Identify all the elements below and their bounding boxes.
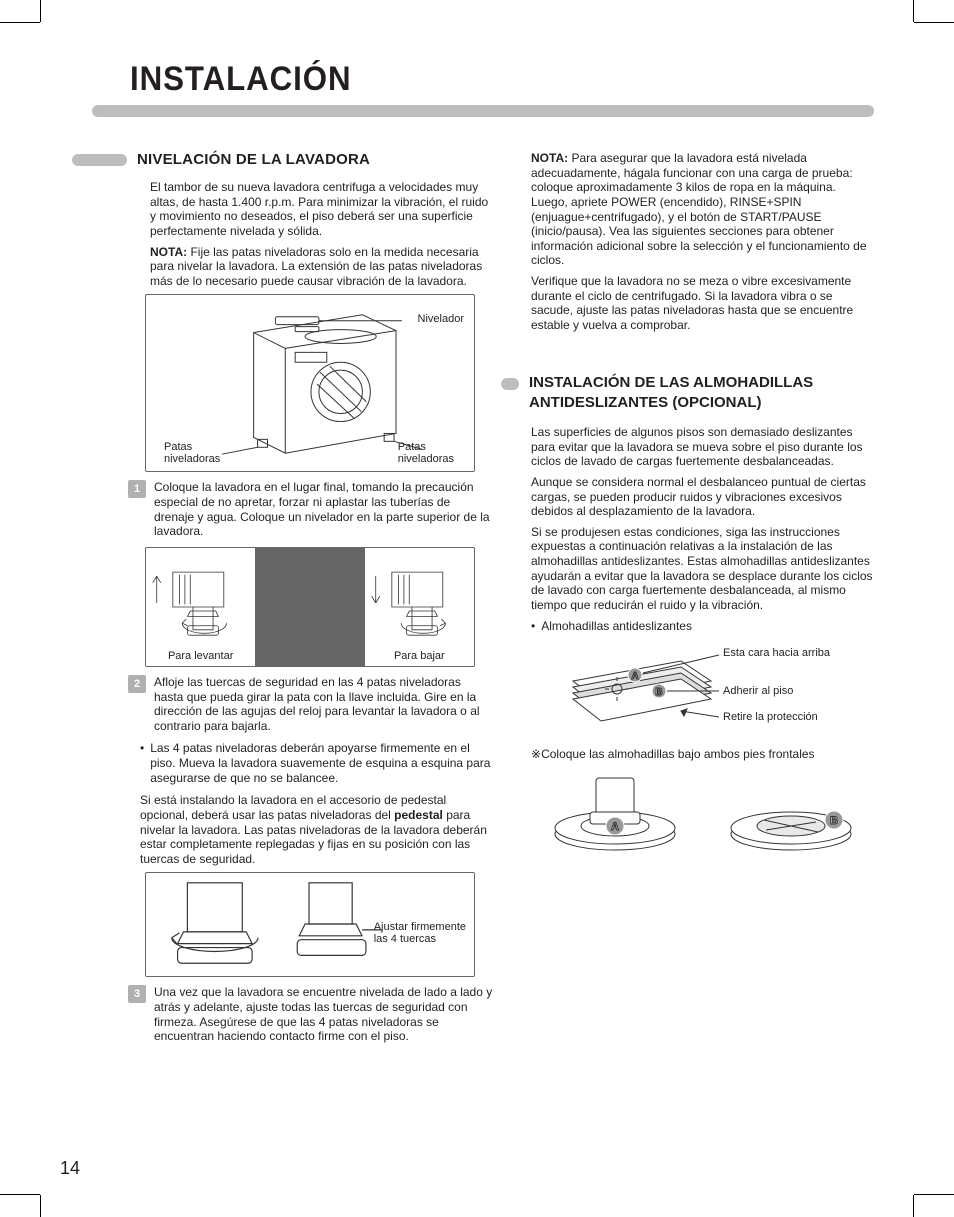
figure-tighten-nuts: Ajustar firmemente las 4 tuercas	[145, 872, 475, 977]
pads-p3: Si se produjesen estas condiciones, siga…	[531, 525, 874, 613]
figure-raise-lower: Para levantar	[145, 547, 475, 667]
svg-text:A: A	[631, 671, 638, 682]
label-lower: Para bajar	[365, 650, 474, 662]
bullet-pads-text: Almohadillas antideslizantes	[541, 619, 692, 634]
place-pads-note: ※Coloque las almohadillas bajo ambos pie…	[531, 747, 874, 762]
step-3-number: 3	[128, 985, 146, 1003]
title-rule	[92, 105, 874, 117]
step-2-number: 2	[128, 675, 146, 693]
figure-pad-feet-row: A B	[531, 768, 874, 848]
verify-paragraph: Verifique que la lavadora no se meza o v…	[531, 274, 874, 333]
step-1-number: 1	[128, 480, 146, 498]
svg-text:B: B	[655, 687, 662, 698]
pedestal-paragraph: Si está instalando la lavadora en el acc…	[140, 793, 493, 866]
figure-pad-foot-b: B	[716, 768, 866, 848]
intro-paragraph: El tambor de su nueva lavadora centrifug…	[150, 180, 493, 239]
figure-raise: Para levantar	[146, 548, 255, 666]
note-text: Fije las patas niveladoras solo en la me…	[150, 245, 482, 288]
left-column: NIVELACIÓN DE LA LAVADORA El tambor de s…	[150, 151, 493, 1052]
pads-p2: Aunque se considera normal el desbalance…	[531, 475, 874, 519]
svg-text:B: B	[830, 815, 838, 827]
figure-lower: Para bajar	[365, 548, 474, 666]
step-3-text: Una vez que la lavadora se encuentre niv…	[154, 985, 493, 1044]
section-title-pads: INSTALACIÓN DE LAS ALMOHADILLAS ANTIDESL…	[529, 373, 874, 414]
section-header-pads: INSTALACIÓN DE LAS ALMOHADILLAS ANTIDESL…	[501, 373, 874, 414]
label-nivelador: Nivelador	[418, 313, 464, 325]
place-pads-text: Coloque las almohadillas bajo ambos pies…	[541, 747, 815, 761]
bullet-firm-feet: • Las 4 patas niveladoras deberán apoyar…	[140, 741, 493, 785]
step-1-text: Coloque la lavadora en el lugar final, t…	[154, 480, 493, 539]
label-tighten: Ajustar firmemente las 4 tuercas	[374, 921, 466, 945]
bullet-dot-pads: •	[531, 619, 535, 634]
right-column: NOTA: Para asegurar que la lavadora está…	[531, 151, 874, 1052]
page-title: INSTALACIÓN	[130, 60, 814, 99]
step-1: 1 Coloque la lavadora en el lugar final,…	[150, 480, 493, 539]
bullet-dot: •	[140, 741, 144, 785]
step-2-text: Afloje las tuercas de seguridad en las 4…	[154, 675, 493, 734]
note-label: NOTA:	[150, 245, 187, 259]
label-face-up: Esta cara hacia arriba	[723, 647, 830, 659]
content-columns: NIVELACIÓN DE LA LAVADORA El tambor de s…	[150, 151, 874, 1052]
label-remove: Retire la protección	[723, 711, 818, 723]
figure-pad-diagram: A B Esta cara hacia arriba Adherir al pi…	[531, 641, 851, 741]
section-title-leveling: NIVELACIÓN DE LA LAVADORA	[137, 151, 370, 168]
page-number: 14	[60, 1158, 80, 1179]
step-2: 2 Afloje las tuercas de seguridad en las…	[150, 675, 493, 734]
right-note: NOTA: Para asegurar que la lavadora está…	[531, 151, 874, 268]
section-pill-right	[501, 378, 519, 390]
label-patas-left: Patas niveladoras	[164, 441, 220, 465]
pedestal-bold: pedestal	[394, 808, 443, 822]
figure-washer-level: Nivelador Patas niveladoras Patas nivela…	[145, 294, 475, 472]
label-patas-right: Patas niveladoras	[398, 441, 454, 465]
right-note-text: Para asegurar que la lavadora está nivel…	[531, 151, 867, 267]
pads-p1: Las superficies de algunos pisos son dem…	[531, 425, 874, 469]
step-3: 3 Una vez que la lavadora se encuentre n…	[150, 985, 493, 1044]
right-note-label: NOTA:	[531, 151, 568, 165]
bullet-pads: • Almohadillas antideslizantes	[531, 619, 874, 634]
svg-text:A: A	[611, 821, 619, 833]
label-raise: Para levantar	[146, 650, 255, 662]
note-paragraph: NOTA: Fije las patas niveladoras solo en…	[150, 245, 493, 289]
label-adhere: Adherir al piso	[723, 685, 793, 697]
section-pill	[72, 154, 127, 166]
bullet-firm-feet-text: Las 4 patas niveladoras deberán apoyarse…	[150, 741, 493, 785]
section-header-leveling: NIVELACIÓN DE LA LAVADORA	[72, 151, 493, 168]
figure-pad-foot-a: A	[540, 768, 690, 848]
